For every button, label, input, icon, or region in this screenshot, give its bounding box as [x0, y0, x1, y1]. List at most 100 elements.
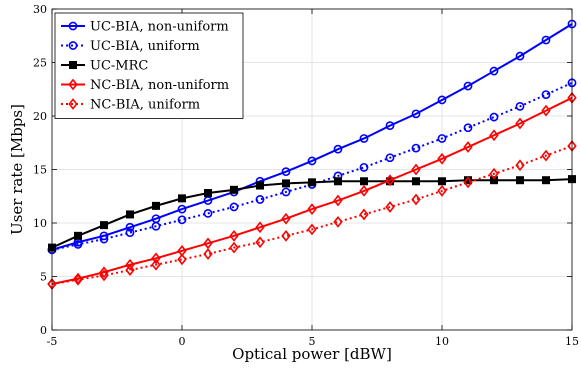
data-point: [229, 202, 239, 212]
data-point: [151, 252, 161, 265]
legend-label: NC-BIA, non-uniform: [90, 78, 229, 93]
legend-label: UC-BIA, uniform: [90, 39, 200, 54]
x-tick-label: -5: [47, 335, 58, 348]
data-point: [515, 51, 525, 61]
data-point: [541, 90, 551, 99]
data-point: [229, 229, 239, 242]
y-tick-label: 15: [33, 164, 47, 177]
y-tick-label: 5: [40, 271, 47, 284]
data-point: [463, 123, 473, 133]
grid-lines: [51, 8, 573, 331]
data-point: [489, 176, 498, 185]
legend-label: NC-BIA, uniform: [90, 98, 200, 113]
data-point: [541, 35, 551, 45]
data-point: [333, 144, 343, 154]
data-point: [73, 273, 83, 286]
data-point: [74, 231, 83, 240]
series-line: [51, 23, 573, 251]
legend-label: UC-MRC: [90, 59, 148, 74]
data-point: [125, 222, 135, 232]
data-point: [541, 104, 551, 117]
data-point: [125, 228, 135, 238]
legend-entry: UC-BIA, uniform: [61, 39, 200, 54]
data-point: [125, 264, 135, 276]
data-point: [385, 121, 395, 131]
data-point: [281, 212, 291, 225]
data-point: [489, 112, 499, 122]
legend-marker: [68, 21, 78, 31]
x-tick-label: 15: [565, 335, 579, 348]
data-point: [359, 162, 369, 172]
legend-entry: NC-BIA, uniform: [61, 98, 200, 113]
data-point: [359, 134, 369, 143]
data-point: [281, 187, 291, 197]
data-point: [229, 241, 239, 254]
data-point: [385, 174, 395, 187]
data-point: [125, 258, 135, 271]
y-tick-label: 0: [40, 324, 47, 337]
data-point: [99, 269, 109, 282]
data-point: [385, 153, 395, 163]
y-tick-label: 30: [33, 3, 47, 16]
series-line: [51, 96, 573, 285]
x-tick-label: 5: [309, 335, 316, 348]
data-point: [281, 167, 291, 177]
data-point: [255, 195, 265, 204]
data-point: [489, 66, 499, 76]
data-point: [73, 239, 83, 249]
data-point: [437, 95, 447, 105]
data-point: [515, 117, 525, 130]
data-point: [255, 221, 265, 234]
data-point: [385, 201, 395, 213]
data-point: [541, 176, 550, 185]
data-point: [177, 215, 187, 225]
data-point: [411, 109, 421, 119]
data-point: [333, 216, 343, 228]
data-point: [230, 185, 239, 194]
y-tick-label: 20: [33, 110, 47, 123]
legend-entry: UC-MRC: [61, 59, 148, 74]
data-point: [255, 236, 265, 249]
legend-entry: NC-BIA, non-uniform: [61, 78, 229, 93]
data-point: [204, 189, 213, 198]
data-point: [177, 253, 187, 266]
data-point: [411, 163, 421, 176]
series-line: [51, 145, 573, 285]
legend-label: UC-BIA, non-uniform: [90, 20, 229, 35]
data-point: [541, 149, 551, 162]
data-point: [203, 248, 213, 260]
data-point: [307, 223, 317, 236]
data-point: [333, 177, 342, 186]
x-tick-label: 0: [179, 335, 186, 348]
y-axis-label: User rate [Mbps]: [8, 104, 26, 235]
legend-box: [54, 12, 244, 119]
data-point: [437, 152, 447, 165]
legend-marker: [69, 60, 78, 69]
data-point: [463, 176, 473, 189]
data-point: [100, 221, 109, 230]
data-point: [437, 134, 447, 143]
data-point: [359, 177, 368, 186]
legend-marker: [68, 98, 78, 110]
legend-entry: UC-BIA, non-uniform: [61, 20, 229, 35]
series-5: [47, 140, 577, 290]
data-point: [177, 204, 187, 214]
data-point: [178, 194, 187, 203]
data-point: [151, 258, 161, 271]
data-point: [359, 208, 369, 221]
data-point: [515, 101, 525, 111]
data-point: [99, 234, 109, 244]
x-tick-label: 10: [435, 335, 449, 348]
data-point: [307, 203, 317, 215]
data-point: [99, 231, 109, 241]
data-point: [203, 208, 213, 218]
data-point: [151, 221, 161, 231]
data-point: [463, 81, 473, 91]
legend-marker: [68, 41, 78, 50]
series-layer: [47, 19, 577, 290]
data-point: [411, 143, 421, 153]
data-point: [333, 194, 343, 207]
data-point: [515, 176, 524, 185]
data-point: [152, 201, 161, 210]
